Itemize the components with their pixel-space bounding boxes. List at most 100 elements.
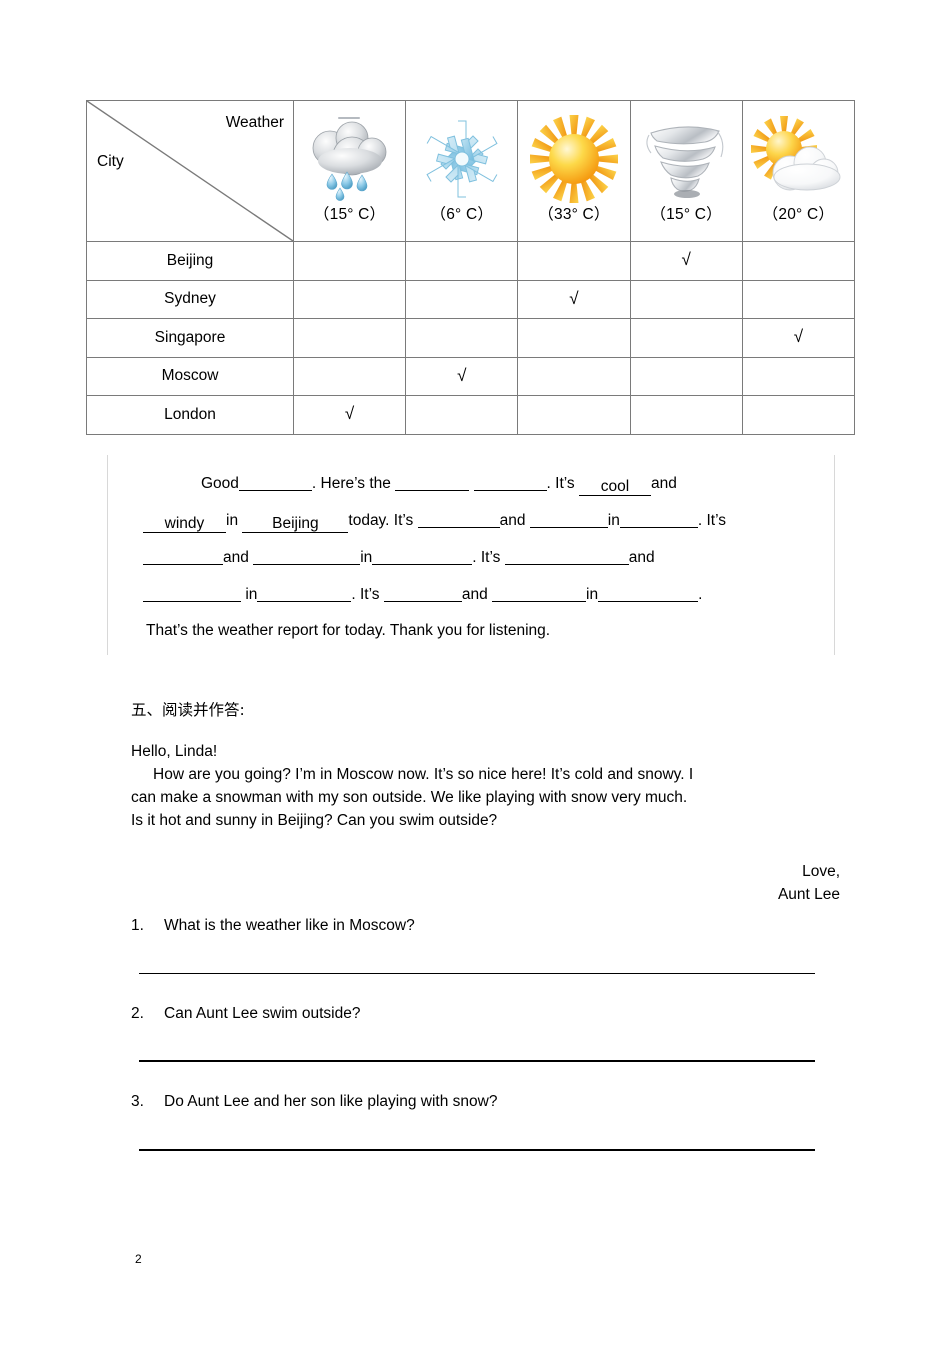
question-list: 1. What is the weather like in Moscow? 2…: [131, 918, 831, 1151]
fill-in-line-3: and in . It’s and: [143, 549, 655, 566]
fill-line4-seg2: . It’s: [351, 586, 380, 603]
fill-line4-seg1: in: [245, 586, 258, 603]
check-mark-icon: √: [681, 250, 691, 270]
answer-line[interactable]: [139, 1148, 815, 1151]
section-5-heading: 五、阅读并作答:: [131, 701, 245, 719]
blank-field[interactable]: [504, 549, 629, 565]
check-cell[interactable]: √: [629, 241, 743, 281]
fill-line4-seg5: .: [698, 586, 703, 603]
answer-beijing[interactable]: Beijing: [242, 516, 349, 533]
fill-line2-seg1: in: [226, 512, 239, 529]
weather-column-partly-cloudy: （20° C）: [741, 100, 856, 242]
check-cell[interactable]: [629, 356, 743, 396]
blank-field[interactable]: [492, 586, 587, 602]
check-cell[interactable]: [629, 395, 743, 435]
weather-column-sunny: （33° C）: [517, 100, 631, 242]
answer-cool[interactable]: cool: [578, 479, 651, 496]
question-item-2: 2. Can Aunt Lee swim outside?: [131, 1004, 831, 1062]
check-mark-icon: √: [344, 404, 355, 424]
weather-city-table: Weather City: [86, 100, 856, 435]
blank-field[interactable]: [143, 586, 241, 602]
check-cell[interactable]: [517, 241, 631, 281]
check-cell[interactable]: √: [405, 356, 519, 396]
table-row: Singapore √: [86, 318, 856, 358]
sun-icon: [518, 111, 629, 207]
blank-field[interactable]: [417, 512, 500, 528]
temp-label-rainy: （15° C）: [313, 205, 386, 223]
check-cell[interactable]: [405, 241, 519, 281]
question-text: Do Aunt Lee and her son like playing wit…: [164, 1093, 498, 1110]
question-number: 3.: [131, 1093, 144, 1110]
fill-in-line-4: in . It’s and in.: [143, 586, 702, 603]
city-name-cell: Beijing: [86, 241, 294, 281]
check-cell[interactable]: [405, 395, 519, 435]
answer-line[interactable]: [139, 1060, 815, 1062]
fill-line4-seg4: in: [586, 586, 599, 603]
corner-city-label: City: [97, 153, 124, 170]
table-header-row: Weather City: [86, 100, 856, 242]
rain-cloud-icon: [294, 111, 405, 207]
check-cell[interactable]: [405, 318, 519, 358]
check-cell[interactable]: [741, 241, 856, 281]
blank-field[interactable]: [372, 549, 473, 565]
check-cell[interactable]: [741, 279, 856, 319]
question-text: What is the weather like in Moscow?: [164, 917, 415, 934]
city-name-cell: Moscow: [86, 356, 294, 396]
check-mark-icon: √: [569, 288, 579, 308]
answer-line[interactable]: [139, 972, 815, 974]
letter-body-line-1: How are you going? I’m in Moscow now. It…: [153, 766, 694, 783]
check-cell[interactable]: [292, 279, 407, 319]
letter-body-line-2: can make a snowman with my son outside. …: [131, 789, 688, 806]
snowflake-icon: [406, 111, 517, 207]
table-row: London √: [86, 395, 856, 435]
check-cell[interactable]: √: [741, 318, 856, 358]
blank-field[interactable]: [143, 549, 223, 565]
check-cell[interactable]: [517, 318, 631, 358]
fill-in-closing-sentence: That’s the weather report for today. Tha…: [146, 622, 551, 639]
check-cell[interactable]: [292, 356, 407, 396]
signature-love: Love,: [802, 863, 840, 880]
fill-line2-seg2: today. It’s: [348, 512, 414, 529]
check-cell[interactable]: √: [292, 395, 407, 435]
blank-field[interactable]: [619, 512, 698, 528]
check-cell[interactable]: [629, 318, 743, 358]
temp-label-sunny: （33° C）: [538, 205, 610, 223]
weather-table-container: Weather City: [86, 100, 856, 435]
check-cell[interactable]: [517, 395, 631, 435]
blank-field[interactable]: [473, 475, 547, 491]
check-cell[interactable]: [292, 318, 407, 358]
fill-line1-seg3: . It’s: [546, 475, 575, 492]
check-cell[interactable]: [741, 356, 856, 396]
question-number: 1.: [131, 917, 144, 934]
table-row: Beijing √: [86, 241, 856, 281]
check-cell[interactable]: √: [517, 279, 631, 319]
blank-field[interactable]: [529, 512, 608, 528]
table-corner-header-cell: Weather City: [86, 100, 294, 242]
blank-field[interactable]: [257, 586, 352, 602]
check-cell[interactable]: [405, 279, 519, 319]
city-name-cell: London: [86, 395, 294, 435]
blank-field[interactable]: [395, 475, 470, 491]
fill-line1-seg4: and: [650, 475, 677, 492]
blank-field[interactable]: [383, 586, 462, 602]
check-cell[interactable]: [292, 241, 407, 281]
blank-field[interactable]: [598, 586, 699, 602]
blank-field[interactable]: [238, 475, 312, 491]
check-mark-icon: √: [457, 365, 467, 385]
letter-body-line-3: Is it hot and sunny in Beijing? Can you …: [131, 812, 498, 829]
sun-behind-cloud-icon: [743, 111, 854, 207]
diagonal-divider-icon: [87, 101, 293, 241]
fill-line2-seg3: and: [499, 512, 526, 529]
check-cell[interactable]: [741, 395, 856, 435]
table-row: Sydney √: [86, 279, 856, 319]
check-cell[interactable]: [517, 356, 631, 396]
answer-windy[interactable]: windy: [143, 516, 226, 533]
city-name-cell: Sydney: [86, 279, 294, 319]
check-cell[interactable]: [629, 279, 743, 319]
letter-signature: Love, Aunt Lee: [778, 860, 840, 906]
blank-field[interactable]: [253, 549, 361, 565]
question-number: 2.: [131, 1004, 144, 1022]
reading-passage: Hello, Linda! How are you going? I’m in …: [131, 740, 841, 832]
question-text: Can Aunt Lee swim outside?: [164, 1004, 361, 1022]
weather-column-rainy: （15° C）: [292, 100, 407, 242]
